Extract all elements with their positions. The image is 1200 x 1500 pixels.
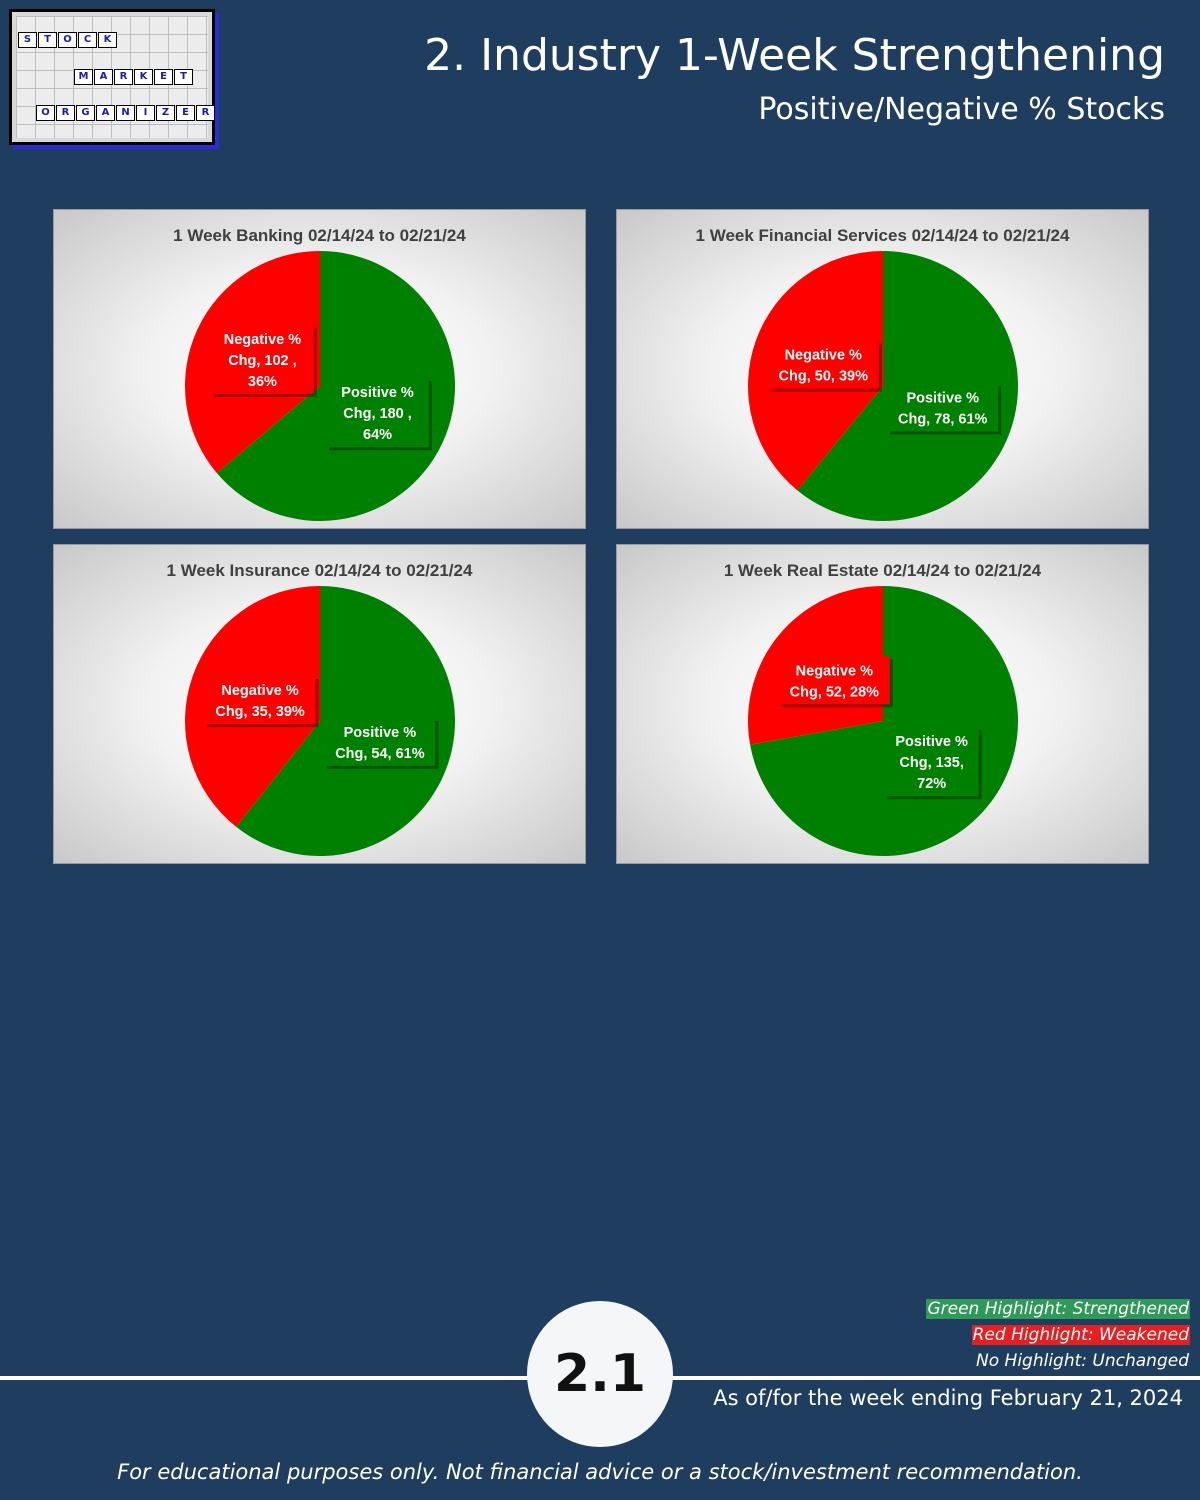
pie-chart-banking: 1 Week Banking 02/14/24 to 02/21/24 Posit… [173, 226, 466, 521]
chart-panel-banking: 1 Week Banking 02/14/24 to 02/21/24 Posit… [53, 209, 586, 529]
disclaimer: For educational purposes only. Not finan… [117, 1460, 1083, 1484]
pie-chart-financial-services: 1 Week Financial Services 02/14/24 to 02… [696, 226, 1070, 521]
legend-none: No Highlight: Unchanged [926, 1349, 1190, 1375]
chart-panel-financial-services: 1 Week Financial Services 02/14/24 to 02… [616, 209, 1149, 529]
pie-chart-insurance: 1 Week Insurance 02/14/24 to 02/21/24 Pos… [167, 561, 473, 856]
logo-letter: E [176, 105, 195, 121]
legend-green: Green Highlight: Strengthened [926, 1297, 1190, 1323]
legend-red: Red Highlight: Weakened [926, 1323, 1190, 1349]
data-label-line: Chg, 35, 39% [215, 704, 305, 720]
logo-letter: C [78, 32, 97, 48]
data-label-line: Chg, 180 , [343, 406, 412, 422]
logo-letter: S [18, 32, 37, 48]
data-label-line: Chg, 54, 61% [335, 746, 425, 762]
data-label-positive: Positive % Chg, 180 , 64% [326, 378, 432, 451]
data-label-positive: Positive % Chg, 135, 72% [884, 727, 982, 800]
data-label-negative: Negative % Chg, 35, 39% [204, 676, 319, 728]
logo-letter: R [56, 105, 75, 121]
data-label-positive: Positive % Chg, 54, 61% [324, 717, 439, 769]
chart-title: 1 Week Real Estate 02/14/24 to 02/21/24 [724, 561, 1042, 580]
page-number-badge: 2.1 [527, 1301, 673, 1447]
logo-letter: R [114, 69, 133, 85]
data-label-line: Positive % [895, 734, 968, 750]
data-label-positive: Positive % Chg, 78, 61% [887, 383, 1002, 435]
chart-title: 1 Week Financial Services 02/14/24 to 02… [696, 226, 1070, 245]
data-label-negative: Negative % Chg, 50, 39% [767, 340, 882, 392]
data-label-line: Chg, 52, 28% [790, 684, 880, 700]
legend-red-text: Red Highlight: Weakened [971, 1325, 1190, 1345]
logo-letter: M [74, 69, 93, 85]
data-label-line: Positive % [344, 725, 417, 741]
logo-letter: T [38, 32, 57, 48]
chart-title: 1 Week Insurance 02/14/24 to 02/21/24 [167, 561, 473, 580]
logo-letter: T [174, 69, 193, 85]
pie-chart-real-estate: 1 Week Real Estate 02/14/24 to 02/21/24 P… [724, 561, 1042, 856]
data-label-line: Negative % [796, 663, 873, 679]
data-label-line: Chg, 50, 39% [779, 369, 869, 385]
logo-letter: Z [156, 105, 175, 121]
logo-letter: K [98, 32, 117, 48]
chart-panel-real-estate: 1 Week Real Estate 02/14/24 to 02/21/24 P… [616, 544, 1149, 864]
data-label-line: Positive % [906, 390, 979, 406]
logo-letter: G [76, 105, 95, 121]
data-label-line: 36% [248, 374, 277, 390]
data-label-negative: Negative % Chg, 52, 28% [778, 656, 893, 708]
logo-letter: O [58, 32, 77, 48]
as-of-date: As of/for the week ending February 21, 2… [713, 1386, 1183, 1410]
legend-none-text: No Highlight: Unchanged [976, 1351, 1189, 1371]
data-label-line: Positive % [341, 385, 414, 401]
footer-divider-right [670, 1376, 1200, 1380]
logo-letter: A [94, 69, 113, 85]
data-label-line: 72% [917, 776, 946, 792]
legend-green-text: Green Highlight: Strengthened [926, 1299, 1190, 1319]
data-label-negative: Negative % Chg, 102 , 36% [211, 324, 317, 397]
highlight-legend: Green Highlight: Strengthened Red Highli… [926, 1297, 1190, 1375]
logo-letter: N [116, 105, 135, 121]
logo-letter: E [154, 69, 173, 85]
logo-letter: O [36, 105, 55, 121]
data-label-line: Chg, 78, 61% [898, 411, 988, 427]
chart-panel-insurance: 1 Week Insurance 02/14/24 to 02/21/24 Pos… [53, 544, 586, 864]
logo-letter: K [134, 69, 153, 85]
data-label-line: Chg, 135, [899, 755, 963, 771]
logo-letter: A [96, 105, 115, 121]
logo-letter: I [136, 105, 155, 121]
data-label-line: Negative % [785, 348, 862, 364]
chart-title: 1 Week Banking 02/14/24 to 02/21/24 [173, 226, 466, 245]
data-label-line: Negative % [224, 332, 301, 348]
data-label-line: Negative % [221, 683, 298, 699]
page-title: 2. Industry 1-Week Strengthening [424, 30, 1165, 81]
data-label-line: 64% [363, 427, 392, 443]
page-subtitle: Positive/Negative % Stocks [758, 92, 1165, 127]
logo-letter: R [196, 105, 215, 121]
footer-divider-left [0, 1376, 530, 1380]
data-label-line: Chg, 102 , [228, 353, 297, 369]
